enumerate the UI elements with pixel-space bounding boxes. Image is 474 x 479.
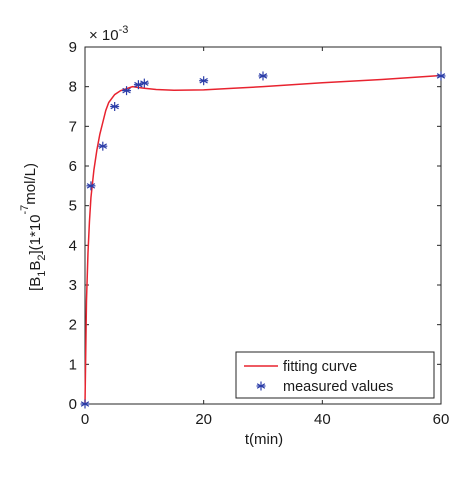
y-axis-multiplier-base: × 10: [89, 27, 119, 44]
y-axis-label-part: [B: [27, 277, 44, 291]
legend-marker: [256, 381, 266, 391]
y-tick-label: 2: [69, 317, 77, 334]
y-axis-label-part: -7: [19, 205, 31, 215]
data-point: [199, 76, 209, 86]
y-tick-label: 4: [69, 237, 77, 254]
y-axis-label-part: 2: [36, 255, 48, 261]
y-axis-label-part: 1: [36, 271, 48, 277]
x-axis-label: t(min): [245, 431, 283, 448]
y-axis-label-part: mol/L): [22, 163, 39, 205]
y-axis-multiplier: × 10-3: [89, 24, 128, 44]
y-axis-label-part: ](1*10: [27, 214, 44, 254]
x-tick-label: 20: [195, 411, 212, 428]
x-tick-label: 40: [314, 411, 331, 428]
y-tick-label: 6: [69, 158, 77, 175]
plot-area-border: [84, 46, 442, 405]
data-point: [98, 141, 108, 151]
data-point: [110, 102, 120, 111]
x-tick-label: 0: [81, 411, 89, 428]
data-point: [258, 71, 268, 81]
y-tick-label: 9: [69, 39, 77, 56]
legend-marker-swatch: [256, 381, 266, 391]
y-tick-label: 7: [69, 118, 77, 135]
y-tick-label: 1: [69, 356, 77, 373]
data-point: [122, 86, 132, 96]
data-point: [80, 399, 90, 409]
legend-entry-fitting-curve: fitting curve: [283, 359, 357, 375]
series-line-fitting-curve: [84, 74, 442, 405]
y-tick-label: 5: [69, 198, 77, 215]
y-tick-label: 0: [69, 396, 77, 413]
data-point: [436, 71, 446, 81]
y-axis-label: [B1B2](1*10-7mol/L): [19, 163, 48, 291]
x-tick-label: 60: [433, 411, 450, 428]
series-layer: [80, 71, 446, 409]
y-axis-label-part: B: [27, 261, 44, 271]
plot-frame: [84, 46, 442, 405]
legend-entry-measured-values: measured values: [283, 379, 393, 395]
legend: fitting curve measured values: [235, 351, 435, 399]
data-point: [86, 181, 96, 191]
tick-labels: 0 20 40 60 0 1 2 3 4 5 6 7 8 9: [69, 39, 450, 428]
legend-box: [235, 351, 435, 399]
y-axis-multiplier-exponent: -3: [119, 24, 129, 36]
data-point: [139, 78, 149, 88]
y-tick-label: 3: [69, 277, 77, 294]
y-tick-label: 8: [69, 79, 77, 96]
